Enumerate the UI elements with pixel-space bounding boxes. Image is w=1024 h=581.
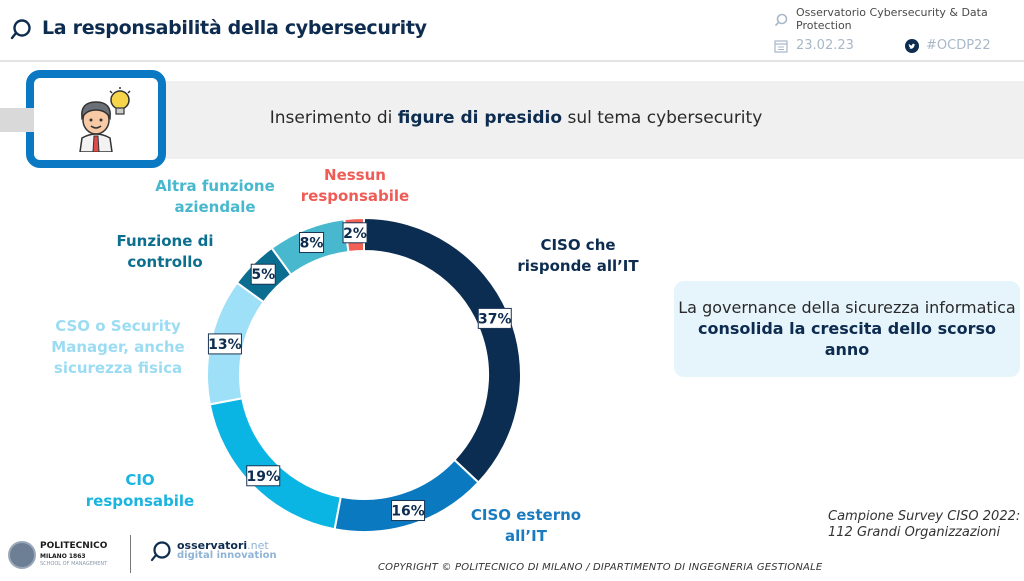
observatory-icon (774, 13, 788, 27)
politecnico-city: MILANO 1863 (40, 553, 86, 560)
legend-label-ciso-it: CISO che risponde all’IT (508, 235, 648, 277)
label-text: CSO o Security Manager, anche sicurezza fi… (51, 317, 185, 377)
page-title: La responsabilità della cybersecurity (42, 17, 427, 39)
label-text: Altra funzione aziendale (155, 177, 275, 216)
value-label-text: 37% (478, 311, 512, 327)
sample-note: Campione Survey CISO 2022: 112 Grandi Or… (828, 509, 1020, 541)
chart-title: Inserimento di figure di presidio sul te… (166, 108, 866, 128)
value-label-4: 5% (250, 263, 276, 285)
label-text: CIO responsabile (85, 471, 195, 510)
calendar-icon (774, 40, 788, 53)
legend-label-funzione-controllo: Funzione di controllo (100, 231, 230, 273)
value-label-box (299, 232, 325, 254)
chart-title-bold: figure di presidio (397, 108, 563, 128)
footer-divider (130, 535, 131, 573)
banner-frame-gap (22, 108, 34, 132)
label-text: CISO che risponde all’IT (517, 236, 639, 275)
value-label-box (207, 333, 242, 355)
value-label-2: 19% (246, 465, 281, 487)
chart-title-part: Inserimento di (269, 108, 398, 128)
event-date: 23.02.23 (796, 38, 854, 53)
value-label-box (250, 263, 276, 285)
legend-label-nessun-responsabile: Nessun responsabile (290, 165, 420, 207)
value-label-text: 5% (251, 267, 275, 283)
label-text: CISO esterno all’IT (470, 506, 582, 545)
politecnico-seal-logo (8, 541, 36, 569)
value-label-text: 8% (300, 236, 324, 252)
donut-chart: 37% 16% 19% 13% 5% 8% 2% (206, 216, 522, 533)
sample-line: 112 Grandi Organizzazioni (828, 525, 1001, 540)
event-hashtag: #OCDP22 (926, 38, 991, 53)
value-label-3: 13% (207, 333, 242, 355)
header: La responsabilità della cybersecurity Os… (0, 0, 1024, 62)
manager-idea-icon (79, 87, 131, 152)
banner-bar (166, 81, 1024, 159)
value-label-text: 2% (343, 226, 367, 242)
observatory-name: Osservatorio Cybersecurity & Data Protec… (796, 6, 988, 32)
label-text: Nessun responsabile (300, 166, 410, 205)
legend-label-cio: CIO responsabile (70, 470, 210, 512)
value-label-box (477, 307, 512, 329)
value-label-text: 13% (208, 337, 242, 353)
label-text: Funzione di controllo (116, 232, 214, 271)
legend-label-ciso-esterno: CISO esterno all’IT (456, 505, 596, 547)
chart-title-part: sul tema cybersecurity (562, 108, 763, 128)
value-label-box (391, 500, 426, 522)
callout-text: La governance della sicurezza informatic… (678, 298, 1016, 317)
value-label-text: 19% (246, 469, 280, 485)
key-insight-callout: La governance della sicurezza informatic… (674, 281, 1020, 377)
osservatori-logo-icon (150, 541, 171, 562)
politecnico-school: SCHOOL OF MANAGEMENT (40, 561, 108, 567)
value-label-box (342, 222, 368, 244)
value-label-1: 16% (391, 500, 426, 522)
value-label-box (246, 465, 281, 487)
value-label-text: 16% (391, 504, 425, 520)
observatory-logo-icon (10, 19, 31, 40)
value-label-0: 37% (477, 307, 512, 329)
value-label-6: 2% (342, 222, 368, 244)
twitter-icon (905, 39, 919, 53)
sample-line: Campione Survey CISO 2022: (828, 509, 1021, 524)
callout-text-bold: consolida la crescita dello scorso anno (698, 319, 996, 359)
politecnico-name: POLITECNICO (40, 541, 108, 551)
value-label-5: 8% (299, 232, 325, 254)
osservatori-name: osservatori (177, 539, 248, 552)
donut-slice-0 (363, 216, 522, 484)
legend-label-cso: CSO o Security Manager, anche sicurezza fi… (38, 316, 198, 379)
donut-slice-2 (208, 397, 342, 531)
osservatori-tld: .net (247, 539, 269, 552)
copyright-notice: COPYRIGHT © POLITECNICO DI MILANO / DIPA… (378, 562, 823, 573)
osservatori-tagline: digital innovation (177, 550, 277, 561)
osservatori-brand: osservatori.net (177, 539, 269, 552)
legend-label-altra-funzione: Altra funzione aziendale (150, 176, 280, 218)
